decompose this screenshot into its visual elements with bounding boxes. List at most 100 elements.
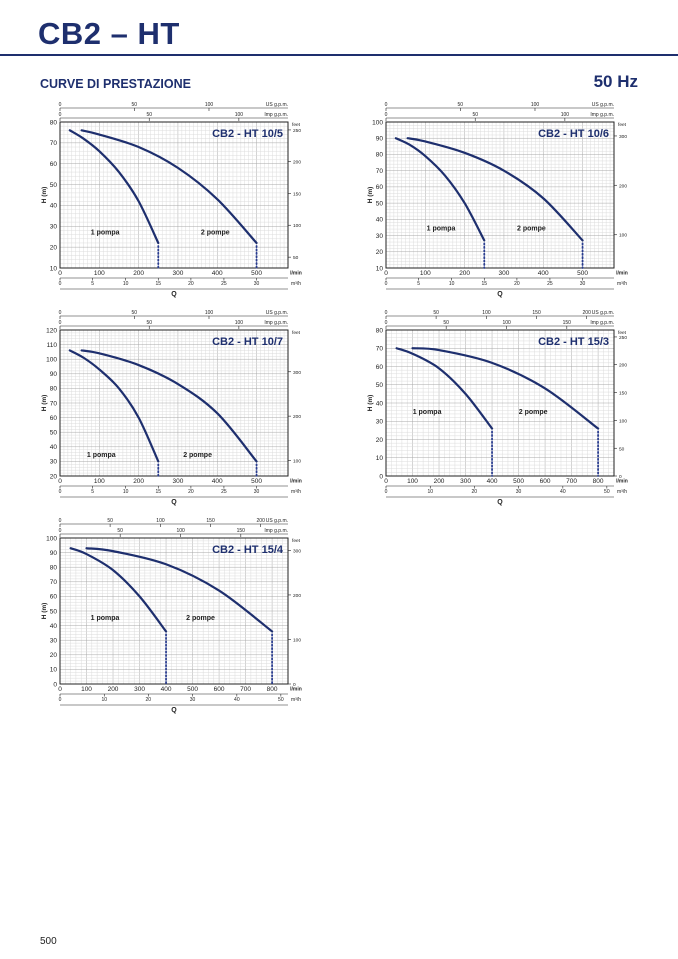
us-gpm-tick-label: 0: [385, 310, 388, 316]
y-tick-label: 90: [50, 550, 58, 557]
feet-tick-label: 300: [293, 370, 301, 376]
y-tick-label: 50: [376, 200, 384, 207]
y-tick-label: 10: [376, 265, 384, 272]
imp-gpm-tick-label: 50: [443, 320, 449, 326]
y-tick-label: 80: [50, 119, 58, 126]
us-gpm-unit: US g.p.m.: [266, 310, 288, 316]
imp-gpm-unit: Imp g.p.m.: [590, 320, 614, 326]
feet-tick-label: 100: [293, 459, 301, 465]
curve-label: 1 pompa: [91, 615, 120, 622]
x-tick-label: 500: [187, 686, 198, 693]
y-tick-label: 20: [50, 652, 58, 659]
chart-cb2-ht-15-4: 0 50 100 150 200 US g.p.m. 0 50 100 150 Imp g.p.m.…: [38, 516, 302, 716]
imp-gpm-unit: Imp g.p.m.: [264, 320, 288, 326]
x-tick-label: 100: [407, 478, 418, 485]
y-tick-label: 70: [376, 168, 384, 175]
imp-gpm-tick-label: 50: [117, 528, 123, 534]
m3h-unit: m³/h: [617, 281, 627, 287]
imp-gpm-tick-label: 50: [472, 112, 478, 118]
x-tick-label: 300: [460, 478, 471, 485]
y-tick-label: 60: [50, 415, 58, 422]
y-tick-label: 100: [46, 535, 57, 542]
x-axis-title: Q: [497, 291, 503, 298]
x-tick-label: 0: [58, 270, 62, 277]
y-tick-label: 80: [50, 386, 58, 393]
x-tick-label: 200: [133, 270, 144, 277]
plot-frame: [59, 537, 289, 685]
us-gpm-tick-label: 0: [59, 102, 62, 108]
curve-label: 2 pompe: [517, 226, 546, 233]
x-tick-label: 100: [420, 270, 431, 277]
imp-gpm-tick-label: 100: [561, 112, 570, 118]
m3h-tick-label: 0: [385, 281, 388, 287]
imp-gpm-tick-label: 0: [59, 320, 62, 326]
curve-label: 1 pompa: [413, 409, 442, 416]
chart-cb2-ht-15-3: 0 50 100 150 200 US g.p.m. 0 50 100 150 Imp g.p.m.…: [364, 308, 628, 508]
m3h-tick-label: 0: [59, 489, 62, 495]
x-tick-label: 0: [384, 478, 388, 485]
feet-tick-label: 100: [619, 418, 627, 424]
y-tick-label: 0: [53, 681, 57, 688]
imp-gpm-tick-label: 150: [237, 528, 246, 534]
plot-frame: [385, 121, 615, 269]
y-tick-label: 60: [376, 364, 384, 371]
feet-tick-label: 100: [619, 233, 627, 239]
curve-two-pumps: [80, 349, 258, 463]
x-tick-label: 0: [384, 270, 388, 277]
us-gpm-tick-label: 0: [59, 518, 62, 524]
y-tick-label: 30: [376, 419, 384, 426]
x-unit: l/min: [616, 271, 628, 277]
feet-tick-label: 0: [293, 682, 296, 688]
m3h-tick-label: 40: [560, 489, 566, 495]
curve-label: 1 pompa: [91, 230, 120, 237]
m3h-tick-label: 25: [221, 489, 227, 495]
curve-label: 2 pompe: [183, 452, 212, 459]
x-tick-label: 100: [94, 478, 105, 485]
imp-gpm-tick-label: 0: [385, 320, 388, 326]
x-unit: l/min: [290, 479, 302, 485]
chart-title: CB2 - HT 10/5: [212, 128, 283, 140]
y-axis-title: H (m): [367, 395, 374, 412]
chart-title: CB2 - HT 15/3: [538, 336, 609, 348]
feet-tick-label: 50: [293, 255, 299, 261]
x-tick-label: 400: [212, 478, 223, 485]
x-tick-label: 400: [487, 478, 498, 485]
feet-tick-label: 200: [619, 363, 627, 369]
m3h-tick-label: 20: [472, 489, 478, 495]
imp-gpm-tick-label: 50: [146, 112, 152, 118]
x-tick-label: 500: [251, 270, 262, 277]
curve-label: 2 pompe: [186, 615, 215, 622]
x-tick-label: 100: [94, 270, 105, 277]
y-tick-label: 50: [50, 608, 58, 615]
feet-tick-label: 200: [293, 160, 301, 166]
feet-tick-label: 150: [619, 391, 627, 397]
title-rule: [0, 54, 678, 56]
us-gpm-tick-label: 50: [458, 102, 464, 108]
grid: [385, 329, 615, 477]
us-gpm-tick-label: 100: [205, 102, 214, 108]
m3h-tick-label: 0: [385, 489, 388, 495]
feet-unit: feet: [618, 330, 627, 336]
x-tick-label: 100: [81, 686, 92, 693]
y-tick-label: 10: [50, 667, 58, 674]
y-tick-label: 20: [376, 249, 384, 256]
x-unit: l/min: [290, 687, 302, 693]
y-tick-label: 20: [50, 473, 58, 480]
x-tick-label: 200: [459, 270, 470, 277]
x-tick-label: 500: [251, 478, 262, 485]
x-tick-label: 200: [434, 478, 445, 485]
plot-frame: [385, 329, 615, 477]
curve-label: 2 pompe: [519, 409, 548, 416]
imp-gpm-tick-label: 0: [59, 112, 62, 118]
us-gpm-tick-label: 100: [205, 310, 214, 316]
chart-cb2-ht-10-6: 0 50 100 US g.p.m. 0 50 100 Imp g.p.m. 0 100 200 30…: [364, 100, 628, 300]
feet-tick-label: 250: [619, 335, 627, 341]
y-tick-label: 60: [50, 161, 58, 168]
us-gpm-tick-label: 150: [532, 310, 541, 316]
curve-two-pumps: [85, 547, 274, 633]
feet-unit: feet: [292, 538, 301, 544]
x-tick-label: 0: [58, 686, 62, 693]
us-gpm-tick-label: 50: [132, 310, 138, 316]
imp-gpm-tick-label: 0: [59, 528, 62, 534]
y-tick-label: 50: [50, 430, 58, 437]
